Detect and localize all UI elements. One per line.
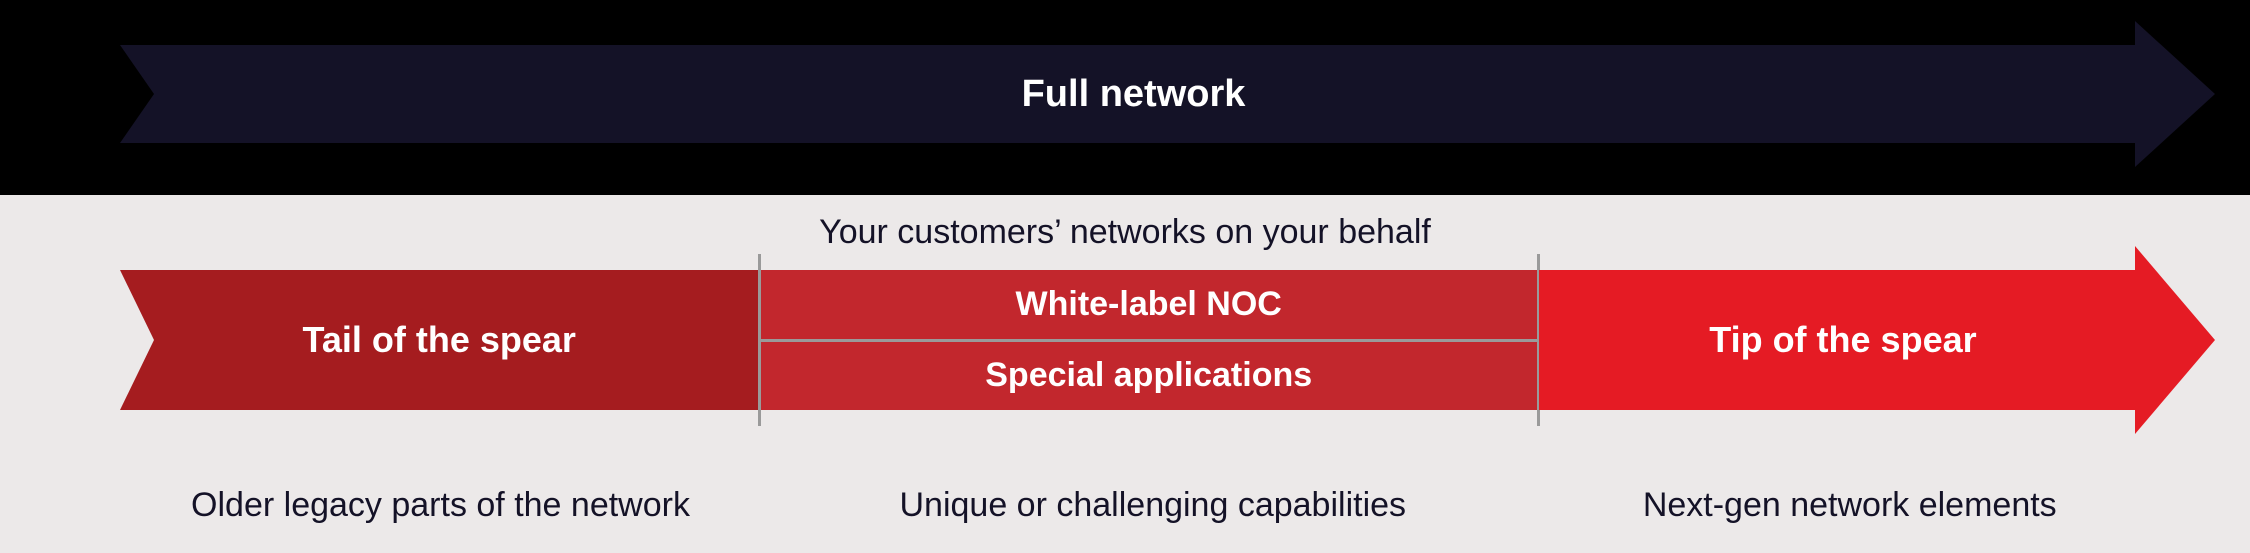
spear-arrow: Tail of the spear White-label NOC Specia…: [120, 270, 2215, 410]
full-network-arrow-body: Full network: [120, 45, 2147, 143]
segment-mid-row-top: White-label NOC: [759, 270, 1539, 339]
segment-tail-label: Tail of the spear: [303, 319, 576, 361]
arrow-head-icon: [2135, 246, 2215, 434]
caption-tail: Older legacy parts of the network: [120, 486, 761, 525]
arrow-notch-icon: [120, 270, 154, 410]
captions-below: Older legacy parts of the network Unique…: [120, 486, 2215, 525]
top-band: Full network: [0, 0, 2250, 195]
arrow-head-icon: [2135, 21, 2215, 167]
full-network-arrow: Full network: [120, 45, 2215, 143]
segment-tail: Tail of the spear: [120, 270, 759, 410]
full-network-label: Full network: [120, 73, 2147, 116]
caption-above: Your customers’ networks on your behalf: [0, 213, 2250, 252]
segment-tip: Tip of the spear: [1539, 270, 2147, 410]
caption-mid: Unique or challenging capabilities: [761, 486, 1544, 525]
bottom-band: Your customers’ networks on your behalf …: [0, 195, 2250, 553]
segment-tip-label: Tip of the spear: [1709, 319, 1976, 361]
segment-mid: White-label NOC Special applications: [759, 270, 1539, 410]
divider-left: [758, 254, 761, 426]
caption-tip: Next-gen network elements: [1545, 486, 2216, 525]
arrow-notch-icon: [120, 45, 154, 143]
segment-mid-row-bottom: Special applications: [759, 342, 1539, 411]
